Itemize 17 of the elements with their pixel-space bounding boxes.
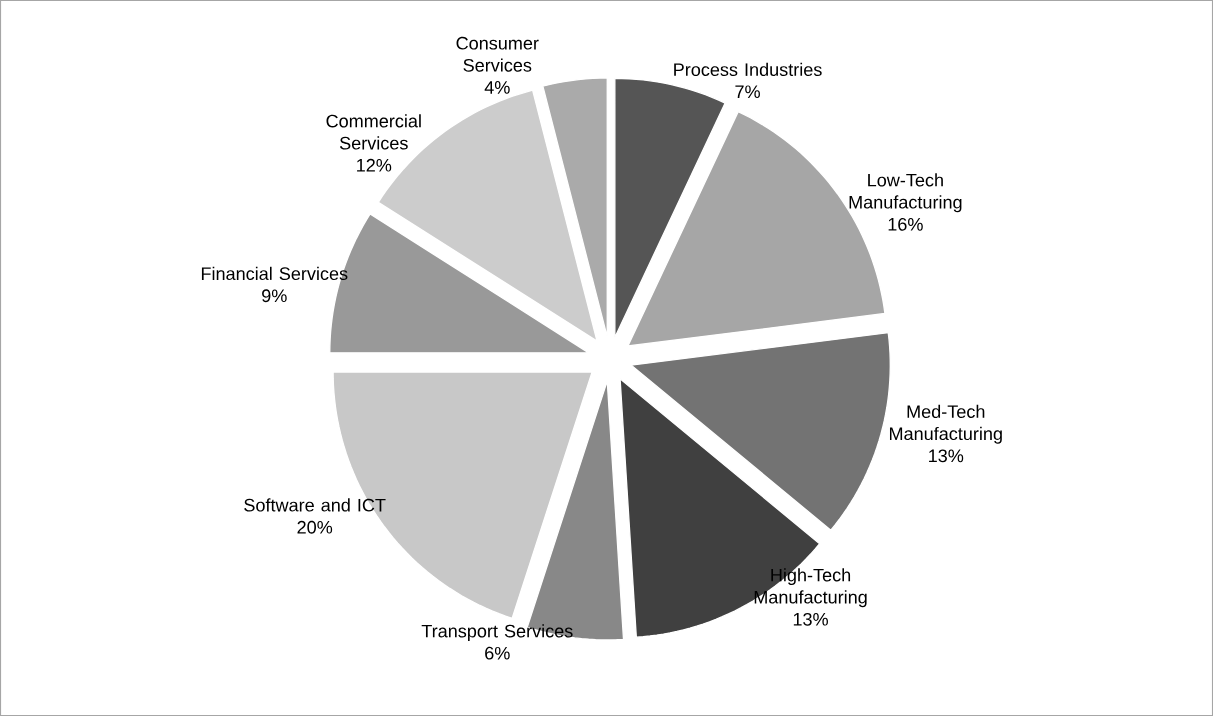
slice-label: Consumer Services	[456, 36, 539, 72]
slice-label: Med-Tech Manufacturing	[889, 404, 1002, 444]
data-label: 12%	[357, 158, 392, 172]
data-label: 4%	[484, 81, 510, 94]
slice-label: Software and ICT	[244, 498, 386, 512]
slice-label: Process Industries	[674, 62, 822, 77]
slice-label: Financial Services	[201, 266, 348, 281]
data-label: 20%	[297, 520, 333, 534]
data-label: 13%	[929, 449, 964, 463]
slice-label: Commercial Services	[326, 114, 421, 150]
data-label: 16%	[888, 217, 923, 231]
data-label: 6%	[485, 646, 510, 660]
data-label: 7%	[735, 85, 760, 99]
slice-label: Low-Tech Manufacturing	[849, 173, 962, 213]
slice-label: Transport Services	[421, 624, 573, 642]
data-label: 9%	[262, 289, 287, 303]
data-label: 13%	[793, 612, 828, 626]
